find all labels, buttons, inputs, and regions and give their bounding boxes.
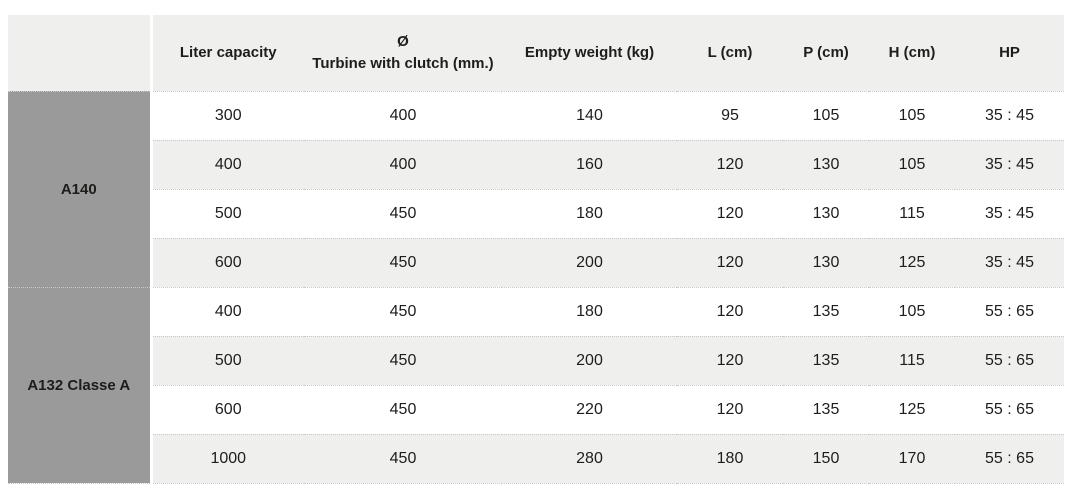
table-cell: 200 bbox=[502, 237, 677, 287]
table-cell: 35 : 45 bbox=[955, 139, 1064, 189]
table-cell: 105 bbox=[869, 286, 955, 336]
table-cell: 220 bbox=[502, 384, 677, 434]
table-cell: 400 bbox=[151, 286, 304, 336]
table-cell: 95 bbox=[677, 90, 783, 140]
table-row: 500 450 180 120 130 115 35 : 45 bbox=[8, 188, 1064, 238]
table-cell: 450 bbox=[304, 384, 502, 434]
col-header-l: L (cm) bbox=[677, 15, 783, 91]
table-row: 500 450 200 120 135 115 55 : 65 bbox=[8, 335, 1064, 385]
table-cell: 450 bbox=[304, 286, 502, 336]
spec-table-body: A140 300 400 140 95 105 105 35 : 45 400 400 160 120… bbox=[8, 90, 1064, 483]
col-header-h: H (cm) bbox=[869, 15, 955, 91]
table-cell: 105 bbox=[869, 90, 955, 140]
col-header-p: P (cm) bbox=[783, 15, 869, 91]
table-cell: 200 bbox=[502, 335, 677, 385]
table-cell: 450 bbox=[304, 188, 502, 238]
table-cell: 140 bbox=[502, 90, 677, 140]
table-cell: 280 bbox=[502, 433, 677, 483]
table-cell: 170 bbox=[869, 433, 955, 483]
table-cell: 180 bbox=[677, 433, 783, 483]
table-cell: 55 : 65 bbox=[955, 384, 1064, 434]
spec-table: Liter capacity Ø Turbine with clutch (mm… bbox=[8, 15, 1064, 484]
table-cell: 300 bbox=[151, 90, 304, 140]
table-cell: 450 bbox=[304, 335, 502, 385]
table-cell: 400 bbox=[304, 139, 502, 189]
table-cell: 1000 bbox=[151, 433, 304, 483]
table-cell: 180 bbox=[502, 286, 677, 336]
col-header-hp: HP bbox=[955, 15, 1064, 91]
table-cell: 450 bbox=[304, 237, 502, 287]
table-cell: 125 bbox=[869, 384, 955, 434]
table-cell: 55 : 65 bbox=[955, 286, 1064, 336]
table-cell: 400 bbox=[151, 139, 304, 189]
table-cell: 150 bbox=[783, 433, 869, 483]
table-row: A140 300 400 140 95 105 105 35 : 45 bbox=[8, 90, 1064, 287]
table-cell: 120 bbox=[677, 188, 783, 238]
table-cell: 500 bbox=[151, 188, 304, 238]
table-cell: 180 bbox=[502, 188, 677, 238]
table-row: 600 450 200 120 130 125 35 : 45 bbox=[8, 237, 1064, 287]
table-cell: 450 bbox=[304, 433, 502, 483]
table-cell: 120 bbox=[677, 237, 783, 287]
table-cell: 120 bbox=[677, 335, 783, 385]
spec-table-header: Liter capacity Ø Turbine with clutch (mm… bbox=[8, 15, 1064, 91]
table-row: 1000 450 280 180 150 170 55 : 65 bbox=[8, 433, 1064, 483]
turbine-label: Turbine with clutch (mm.) bbox=[312, 54, 494, 72]
header-row: Liter capacity Ø Turbine with clutch (mm… bbox=[8, 15, 1064, 91]
table-cell: 105 bbox=[783, 90, 869, 140]
table-cell: 600 bbox=[151, 384, 304, 434]
col-header-model bbox=[8, 15, 153, 91]
table-cell: 135 bbox=[783, 384, 869, 434]
table-cell: 600 bbox=[151, 237, 304, 287]
table-cell: 35 : 45 bbox=[955, 90, 1064, 140]
table-cell: 135 bbox=[783, 286, 869, 336]
table-cell: 135 bbox=[783, 335, 869, 385]
table-cell: 160 bbox=[502, 139, 677, 189]
col-header-turbine: Ø Turbine with clutch (mm.) bbox=[304, 15, 502, 91]
table-cell: 130 bbox=[783, 188, 869, 238]
table-cell: 130 bbox=[783, 139, 869, 189]
table-cell: 55 : 65 bbox=[955, 335, 1064, 385]
table-cell: 35 : 45 bbox=[955, 188, 1064, 238]
group-row-label: A140 bbox=[8, 90, 153, 287]
col-header-liter-capacity: Liter capacity bbox=[151, 15, 304, 91]
table-row: 400 400 160 120 130 105 35 : 45 bbox=[8, 139, 1064, 189]
table-cell: 115 bbox=[869, 188, 955, 238]
table-cell: 115 bbox=[869, 335, 955, 385]
table-cell: 120 bbox=[677, 286, 783, 336]
table-cell: 130 bbox=[783, 237, 869, 287]
table-cell: 105 bbox=[869, 139, 955, 189]
table-row: A132 Classe A 400 450 180 120 135 105 55 : 65 bbox=[8, 286, 1064, 483]
table-cell: 500 bbox=[151, 335, 304, 385]
table-cell: 120 bbox=[677, 139, 783, 189]
table-cell: 400 bbox=[304, 90, 502, 140]
col-header-empty-weight: Empty weight (kg) bbox=[502, 15, 677, 91]
turbine-diameter-symbol: Ø bbox=[397, 33, 409, 50]
table-cell: 120 bbox=[677, 384, 783, 434]
table-cell: 35 : 45 bbox=[955, 237, 1064, 287]
group-row-label: A132 Classe A bbox=[8, 286, 153, 483]
table-cell: 125 bbox=[869, 237, 955, 287]
table-row: 600 450 220 120 135 125 55 : 65 bbox=[8, 384, 1064, 434]
table-cell: 55 : 65 bbox=[955, 433, 1064, 483]
